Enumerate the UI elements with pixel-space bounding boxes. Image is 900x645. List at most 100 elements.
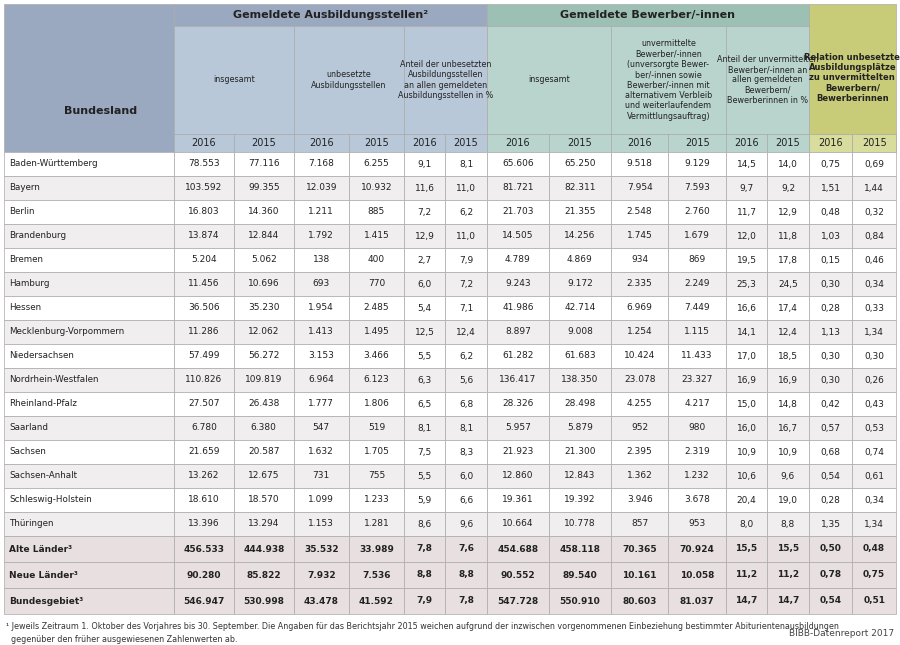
Text: 2016: 2016	[734, 138, 759, 148]
Bar	[349, 344, 404, 368]
Text: 1,51: 1,51	[821, 183, 841, 192]
Bar	[549, 344, 611, 368]
Text: 0,28: 0,28	[821, 304, 841, 312]
Bar	[174, 4, 487, 26]
Text: 41.986: 41.986	[502, 304, 534, 312]
Text: 550.910: 550.910	[560, 597, 600, 606]
Text: 12,0: 12,0	[736, 232, 757, 241]
Bar	[174, 588, 234, 614]
Bar	[768, 392, 808, 416]
Text: 11.433: 11.433	[681, 352, 713, 361]
Text: Saarland: Saarland	[9, 424, 48, 433]
Text: 9,6: 9,6	[459, 519, 473, 528]
Bar	[174, 26, 293, 134]
Bar	[852, 488, 896, 512]
Text: 23.327: 23.327	[681, 375, 713, 384]
Text: 1.745: 1.745	[626, 232, 652, 241]
Text: 5,9: 5,9	[418, 495, 432, 504]
Text: 10.932: 10.932	[361, 183, 392, 192]
Text: insgesamt: insgesamt	[213, 75, 255, 84]
Bar	[174, 296, 234, 320]
Bar	[404, 134, 446, 152]
Bar	[808, 562, 852, 588]
Text: 11,0: 11,0	[456, 232, 476, 241]
Text: Sachsen: Sachsen	[9, 448, 46, 457]
Bar	[808, 320, 852, 344]
Text: 16,9: 16,9	[736, 375, 757, 384]
Text: 80.603: 80.603	[623, 597, 657, 606]
Bar	[4, 512, 174, 536]
Text: 2015: 2015	[685, 138, 709, 148]
Bar	[487, 392, 549, 416]
Text: 14.505: 14.505	[502, 232, 534, 241]
Text: 8.897: 8.897	[505, 328, 531, 337]
Text: 1.679: 1.679	[684, 232, 710, 241]
Bar	[669, 296, 726, 320]
Bar	[234, 536, 293, 562]
Text: 0,54: 0,54	[819, 597, 842, 606]
Text: 2.548: 2.548	[627, 208, 652, 217]
Bar	[487, 26, 611, 134]
Bar	[768, 464, 808, 488]
Text: 12,9: 12,9	[415, 232, 435, 241]
Text: 0,33: 0,33	[864, 304, 884, 312]
Bar	[174, 536, 234, 562]
Text: 2015: 2015	[776, 138, 800, 148]
Bar	[234, 200, 293, 224]
Bar	[669, 200, 726, 224]
Bar	[293, 176, 349, 200]
Bar	[808, 176, 852, 200]
Bar	[4, 320, 174, 344]
Text: 89.540: 89.540	[562, 570, 598, 579]
Text: 0,43: 0,43	[864, 399, 884, 408]
Text: 41.592: 41.592	[359, 597, 394, 606]
Text: 21.703: 21.703	[502, 208, 534, 217]
Text: 12.039: 12.039	[305, 183, 337, 192]
Bar	[768, 562, 808, 588]
Text: Bundesland: Bundesland	[64, 106, 137, 115]
Bar	[174, 464, 234, 488]
Bar	[611, 488, 669, 512]
Text: 16,6: 16,6	[736, 304, 757, 312]
Text: 8,1: 8,1	[459, 424, 473, 433]
Text: 0,26: 0,26	[864, 375, 884, 384]
Text: 1.495: 1.495	[364, 328, 390, 337]
Bar	[611, 26, 726, 134]
Text: 2016: 2016	[818, 138, 842, 148]
Bar	[726, 272, 768, 296]
Text: 869: 869	[688, 255, 706, 264]
Text: 0,75: 0,75	[863, 570, 886, 579]
Text: 42.714: 42.714	[564, 304, 596, 312]
Text: Schleswig-Holstein: Schleswig-Holstein	[9, 495, 92, 504]
Bar	[349, 152, 404, 176]
Bar	[852, 588, 896, 614]
Bar	[404, 272, 446, 296]
Bar	[726, 588, 768, 614]
Bar	[611, 368, 669, 392]
Bar	[293, 416, 349, 440]
Text: 12,9: 12,9	[778, 208, 798, 217]
Bar	[726, 344, 768, 368]
Bar	[808, 248, 852, 272]
Bar	[549, 512, 611, 536]
Bar	[174, 224, 234, 248]
Bar	[808, 488, 852, 512]
Bar	[726, 296, 768, 320]
Bar	[669, 536, 726, 562]
Bar	[446, 296, 487, 320]
Bar	[768, 536, 808, 562]
Text: 10,9: 10,9	[736, 448, 757, 457]
Bar	[487, 368, 549, 392]
Text: 2016: 2016	[309, 138, 334, 148]
Bar	[669, 368, 726, 392]
Bar	[611, 512, 669, 536]
Bar	[852, 562, 896, 588]
Text: 14,1: 14,1	[736, 328, 757, 337]
Bar	[611, 562, 669, 588]
Bar	[549, 440, 611, 464]
Text: 0,78: 0,78	[819, 570, 842, 579]
Bar	[768, 152, 808, 176]
Bar	[349, 248, 404, 272]
Bar	[446, 320, 487, 344]
Bar	[768, 176, 808, 200]
